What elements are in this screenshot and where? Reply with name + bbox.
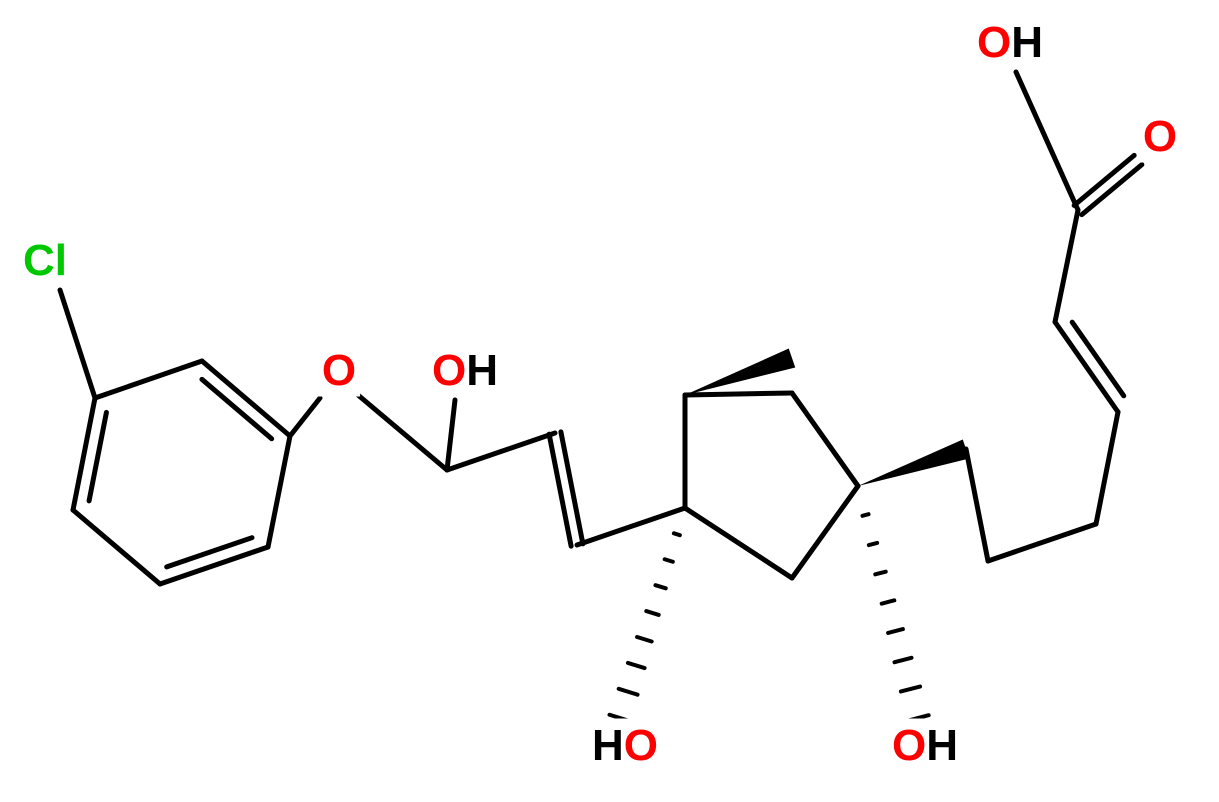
svg-text:OH: OH bbox=[432, 346, 498, 395]
svg-text:O: O bbox=[322, 346, 356, 395]
svg-text:OH: OH bbox=[977, 18, 1043, 67]
svg-text:OH: OH bbox=[892, 721, 958, 770]
svg-text:Cl: Cl bbox=[23, 236, 67, 285]
svg-text:O: O bbox=[1143, 112, 1177, 161]
svg-text:HO: HO bbox=[592, 721, 658, 770]
molecule-diagram: Cl O OH OH O HO OH bbox=[0, 0, 1219, 802]
